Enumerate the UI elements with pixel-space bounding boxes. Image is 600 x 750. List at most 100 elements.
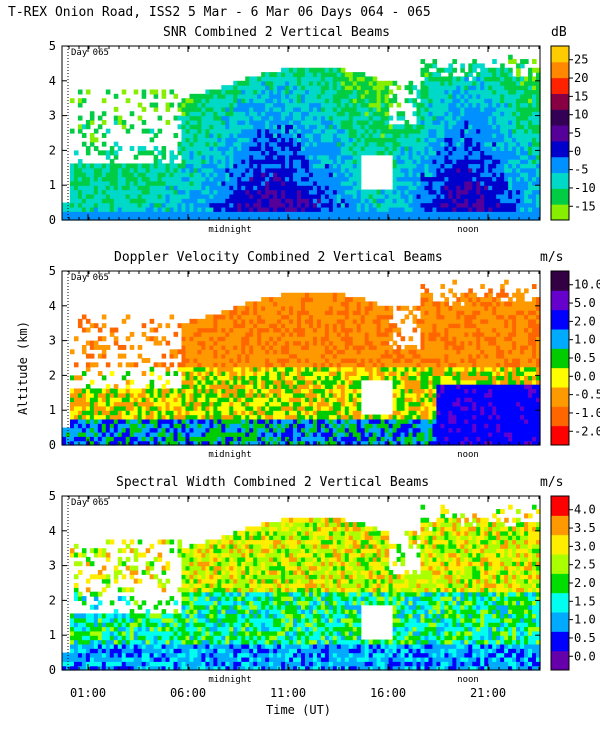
velocity-cell xyxy=(237,388,242,394)
velocity-cell xyxy=(149,414,155,420)
snr-cell xyxy=(249,124,254,130)
velocity-cell xyxy=(245,401,250,407)
velocity-cell xyxy=(157,388,163,394)
snr-cell xyxy=(348,159,354,165)
velocity-cell xyxy=(293,301,298,307)
snr-cell xyxy=(301,176,306,182)
velocity-cell xyxy=(217,323,222,329)
snr-cell xyxy=(237,202,242,208)
snr-cell xyxy=(480,137,485,143)
snr-cell xyxy=(508,198,513,204)
snr-cell xyxy=(400,128,406,134)
snr-cell xyxy=(480,85,485,91)
snr-cell xyxy=(480,176,485,182)
snr-cell xyxy=(165,180,171,186)
snr-cell xyxy=(89,180,95,186)
snr-cell xyxy=(281,180,286,186)
velocity-cell xyxy=(297,401,302,407)
snr-cell xyxy=(261,115,266,121)
snr-cell xyxy=(129,146,135,151)
snr-cell xyxy=(304,85,310,91)
snr-cell xyxy=(476,150,481,156)
velocity-cell xyxy=(297,340,302,346)
velocity-cell xyxy=(257,305,262,311)
velocity-cell xyxy=(233,410,238,416)
snr-cell xyxy=(301,98,306,104)
snr-cell xyxy=(344,163,350,169)
snr-cell xyxy=(277,119,282,125)
velocity-cell xyxy=(205,379,210,385)
velocity-cell xyxy=(281,297,286,303)
snr-cell xyxy=(512,180,517,186)
velocity-cell xyxy=(89,436,95,442)
velocity-cell xyxy=(73,427,79,433)
snr-cell xyxy=(504,76,509,82)
snr-cell xyxy=(225,146,230,151)
snr-cell xyxy=(384,93,390,99)
snr-cell xyxy=(293,189,298,195)
snr-cell xyxy=(304,163,310,169)
velocity-cell xyxy=(197,410,203,416)
velocity-cell xyxy=(73,418,79,424)
snr-cell xyxy=(472,63,477,69)
velocity-cell xyxy=(241,310,246,316)
snr-cell xyxy=(376,150,382,156)
snr-cell xyxy=(257,133,262,138)
snr-cell xyxy=(484,137,489,143)
snr-cell xyxy=(324,215,330,221)
velocity-cell xyxy=(205,371,210,376)
snr-cell xyxy=(245,133,250,138)
snr-cell xyxy=(464,176,469,182)
snr-cell xyxy=(340,137,346,143)
snr-cell xyxy=(464,202,469,208)
snr-cell xyxy=(189,167,195,173)
snr-cell xyxy=(277,124,282,130)
snr-cell xyxy=(261,198,266,204)
velocity-cell xyxy=(117,418,123,424)
velocity-cell xyxy=(289,292,294,298)
velocity-cell xyxy=(241,423,246,429)
snr-cell xyxy=(528,176,533,182)
velocity-cell xyxy=(225,410,230,416)
snr-cell xyxy=(372,202,378,208)
velocity-cell xyxy=(257,358,262,363)
velocity-cell xyxy=(145,336,151,342)
snr-cell xyxy=(165,167,171,173)
velocity-cell xyxy=(209,344,214,350)
snr-cell xyxy=(352,180,358,186)
snr-cell xyxy=(97,172,103,178)
snr-cell xyxy=(117,198,123,204)
velocity-cell xyxy=(201,371,206,376)
snr-cell xyxy=(105,215,111,221)
snr-cell xyxy=(432,124,438,130)
snr-cell xyxy=(265,150,270,156)
snr-cell xyxy=(468,159,473,165)
snr-cell xyxy=(304,133,310,138)
velocity-cell xyxy=(89,405,95,411)
snr-cell xyxy=(404,163,410,169)
velocity-cell xyxy=(225,318,230,324)
velocity-cell xyxy=(117,344,123,350)
snr-cell xyxy=(512,98,517,104)
velocity-cell xyxy=(253,301,258,307)
velocity-cell xyxy=(293,414,298,420)
velocity-cell xyxy=(241,340,246,346)
velocity-cell xyxy=(101,336,107,342)
snr-cell xyxy=(253,76,258,82)
velocity-cell xyxy=(81,314,87,320)
snr-cell xyxy=(536,89,541,95)
snr-cell xyxy=(336,180,342,186)
velocity-cell xyxy=(89,418,95,424)
velocity-cell xyxy=(201,401,206,407)
snr-cell xyxy=(332,206,338,212)
velocity-cell xyxy=(117,392,123,398)
snr-cell xyxy=(532,133,537,138)
snr-cell xyxy=(348,89,354,95)
snr-cell xyxy=(161,215,167,221)
velocity-cell xyxy=(193,362,199,368)
snr-cell xyxy=(440,141,445,147)
snr-cell xyxy=(420,85,426,91)
snr-cell xyxy=(293,172,298,178)
snr-cell xyxy=(464,72,469,78)
velocity-cell xyxy=(129,379,135,385)
